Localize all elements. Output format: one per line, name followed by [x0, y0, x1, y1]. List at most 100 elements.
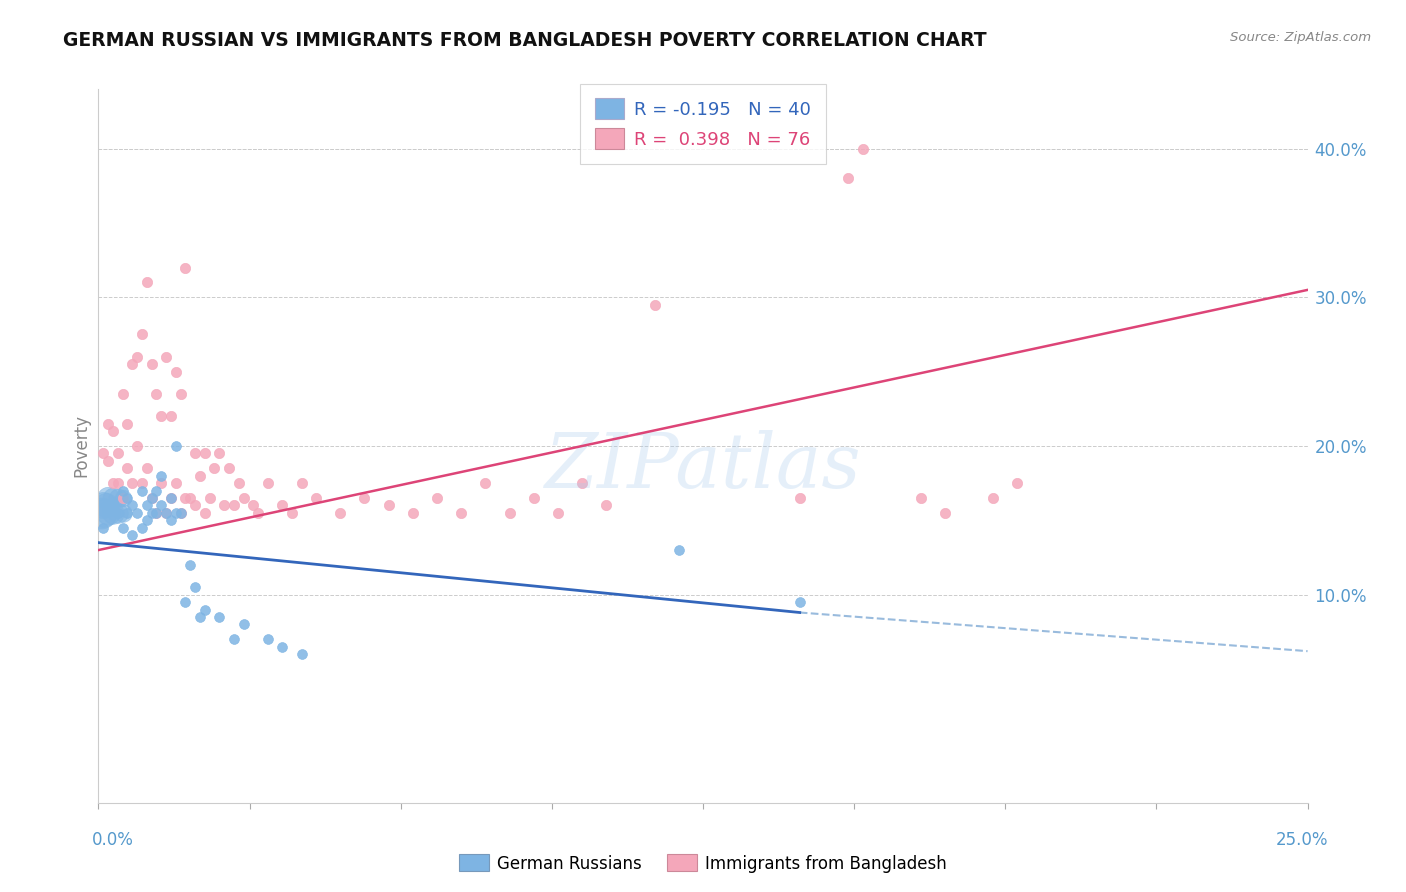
Point — [121, 357, 143, 371]
Point — [141, 357, 163, 371]
Point — [90, 506, 112, 520]
Point — [107, 491, 129, 505]
Point — [256, 632, 278, 647]
Point — [135, 513, 157, 527]
Point — [165, 476, 187, 491]
Point — [145, 483, 167, 498]
Point — [194, 446, 217, 460]
Point — [155, 506, 177, 520]
Point — [111, 387, 134, 401]
Point — [271, 499, 294, 513]
Point — [150, 409, 173, 424]
Point — [160, 491, 183, 505]
Point — [97, 417, 120, 431]
Point — [101, 506, 124, 520]
Point — [174, 491, 197, 505]
Point — [188, 468, 211, 483]
Point — [91, 506, 114, 520]
Legend: German Russians, Immigrants from Bangladesh: German Russians, Immigrants from Banglad… — [453, 847, 953, 880]
Point — [194, 506, 217, 520]
Point — [910, 491, 932, 505]
Point — [329, 506, 352, 520]
Point — [135, 276, 157, 290]
Point — [145, 506, 167, 520]
Point — [135, 499, 157, 513]
Point — [290, 647, 312, 661]
Point — [668, 543, 690, 558]
Point — [271, 640, 294, 654]
Point — [174, 260, 197, 275]
Point — [184, 580, 207, 594]
Point — [290, 476, 312, 491]
Point — [117, 461, 139, 475]
Text: ZIPatlas: ZIPatlas — [544, 431, 862, 504]
Point — [644, 298, 666, 312]
Point — [204, 461, 226, 475]
Point — [117, 506, 139, 520]
Point — [188, 610, 211, 624]
Point — [353, 491, 375, 505]
Point — [117, 417, 139, 431]
Point — [547, 506, 569, 520]
Point — [91, 499, 114, 513]
Point — [305, 491, 328, 505]
Point — [208, 446, 231, 460]
Point — [111, 483, 134, 498]
Point — [981, 491, 1004, 505]
Point — [222, 499, 245, 513]
Point — [111, 491, 134, 505]
Point — [426, 491, 449, 505]
Point — [256, 476, 278, 491]
Point — [97, 499, 120, 513]
Text: 25.0%: 25.0% — [1277, 831, 1329, 849]
Point — [789, 595, 811, 609]
Point — [837, 171, 859, 186]
Point — [852, 142, 875, 156]
Point — [107, 506, 129, 520]
Point — [107, 446, 129, 460]
Point — [145, 387, 167, 401]
Point — [121, 476, 143, 491]
Point — [474, 476, 496, 491]
Point — [218, 461, 240, 475]
Point — [165, 506, 187, 520]
Point — [91, 521, 114, 535]
Point — [184, 499, 207, 513]
Point — [141, 491, 163, 505]
Point — [111, 506, 134, 520]
Point — [160, 409, 183, 424]
Point — [571, 476, 593, 491]
Point — [169, 387, 191, 401]
Point — [179, 491, 201, 505]
Point — [232, 491, 254, 505]
Point — [242, 499, 264, 513]
Point — [141, 506, 163, 520]
Point — [228, 476, 250, 491]
Point — [121, 528, 143, 542]
Point — [155, 506, 177, 520]
Point — [595, 499, 617, 513]
Point — [179, 558, 201, 572]
Point — [169, 506, 191, 520]
Legend: R = -0.195   N = 40, R =  0.398   N = 76: R = -0.195 N = 40, R = 0.398 N = 76 — [581, 84, 825, 163]
Point — [160, 513, 183, 527]
Text: GERMAN RUSSIAN VS IMMIGRANTS FROM BANGLADESH POVERTY CORRELATION CHART: GERMAN RUSSIAN VS IMMIGRANTS FROM BANGLA… — [63, 31, 987, 50]
Point — [131, 476, 153, 491]
Point — [789, 491, 811, 505]
Point — [145, 506, 167, 520]
Point — [127, 350, 149, 364]
Y-axis label: Poverty: Poverty — [72, 415, 90, 477]
Point — [141, 491, 163, 505]
Point — [160, 491, 183, 505]
Point — [247, 506, 270, 520]
Point — [94, 499, 117, 513]
Point — [131, 483, 153, 498]
Point — [127, 506, 149, 520]
Text: Source: ZipAtlas.com: Source: ZipAtlas.com — [1230, 31, 1371, 45]
Point — [212, 499, 235, 513]
Point — [101, 424, 124, 438]
Point — [208, 610, 231, 624]
Point — [150, 468, 173, 483]
Point — [184, 446, 207, 460]
Point — [111, 491, 134, 505]
